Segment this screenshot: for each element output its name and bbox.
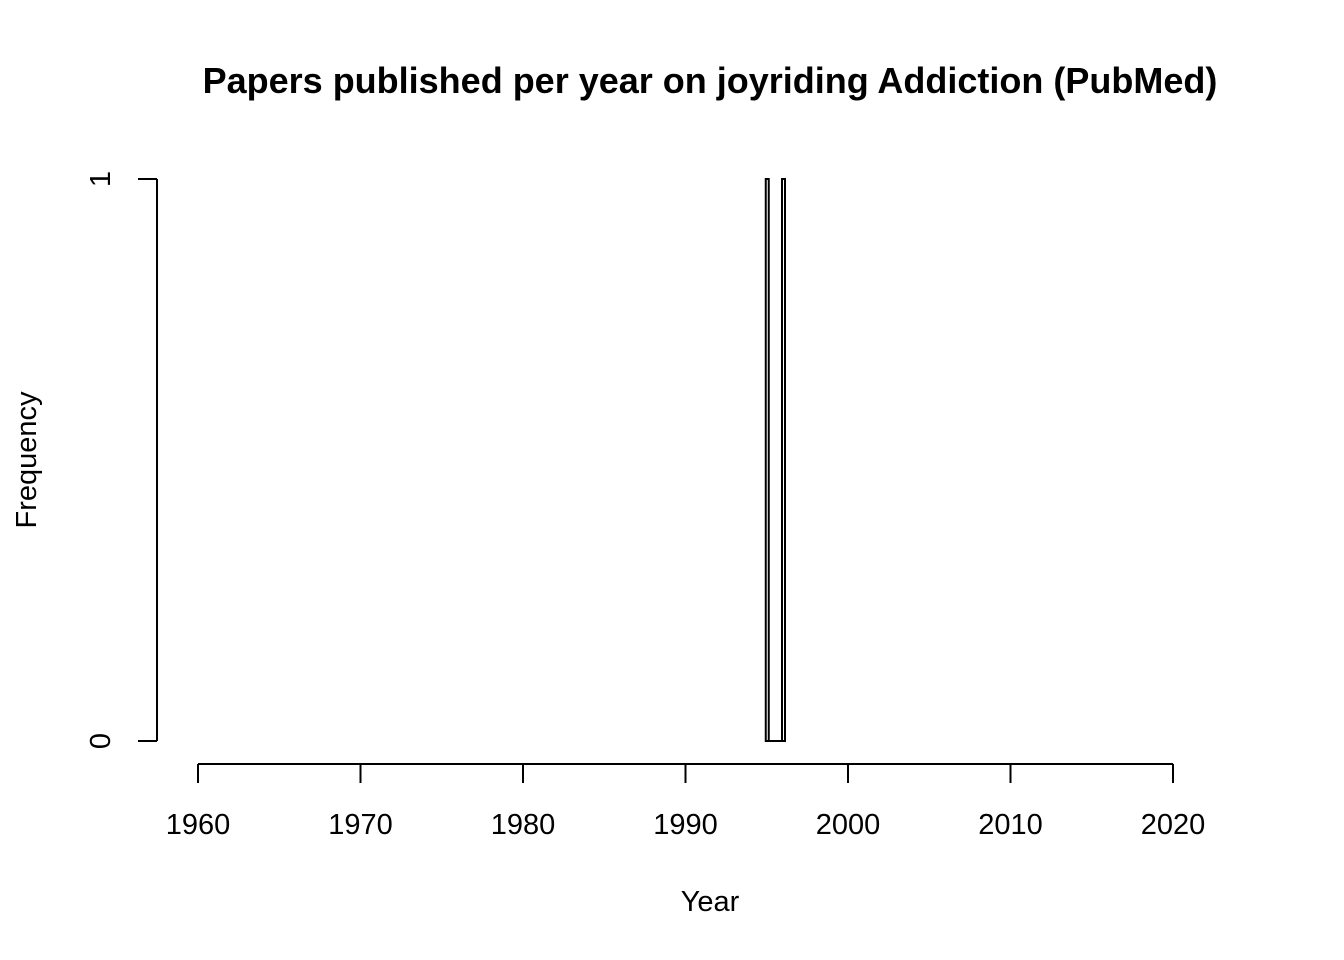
y-axis-label: Frequency bbox=[11, 391, 43, 529]
bar-1995 bbox=[764, 178, 770, 742]
bars bbox=[764, 178, 786, 742]
chart-title: Papers published per year on joyriding A… bbox=[203, 60, 1218, 101]
x-tick-label-4: 2000 bbox=[816, 809, 881, 841]
y-tick-label-1: 1 bbox=[85, 171, 117, 187]
bar-1996 bbox=[781, 178, 786, 742]
x-ticks: 1960 1970 1980 1990 2000 2010 2020 bbox=[166, 764, 1206, 841]
x-tick-label-3: 1990 bbox=[653, 809, 718, 841]
y-axis: 0 1 Frequency bbox=[11, 171, 158, 749]
x-tick-label-2: 1980 bbox=[491, 809, 556, 841]
x-tick-label-6: 2020 bbox=[1141, 809, 1206, 841]
x-tick-label-0: 1960 bbox=[166, 809, 231, 841]
y-tick-label-0: 0 bbox=[85, 733, 117, 749]
x-axis-label: Year bbox=[681, 886, 740, 918]
x-tick-label-1: 1970 bbox=[328, 809, 393, 841]
x-tick-label-5: 2010 bbox=[978, 809, 1043, 841]
x-axis: 1960 1970 1980 1990 2000 2010 2020 Year bbox=[166, 763, 1206, 918]
